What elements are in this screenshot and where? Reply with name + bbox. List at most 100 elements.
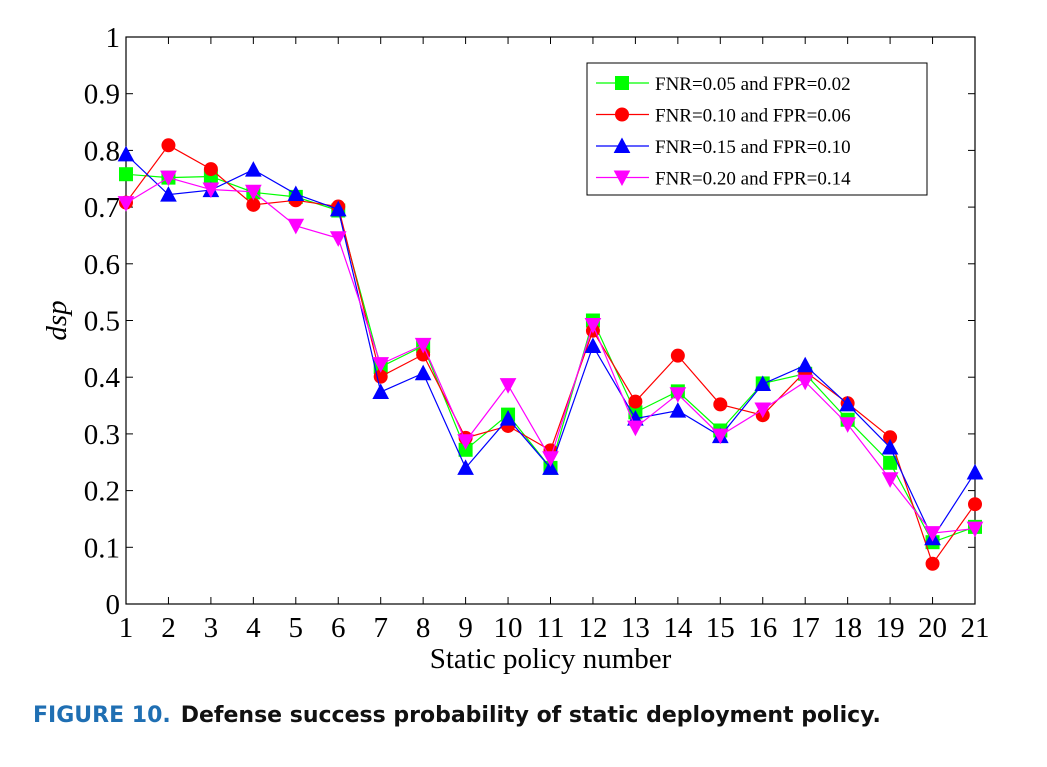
data-point: [160, 186, 177, 202]
caption-text: Defense success probability of static de…: [180, 703, 881, 728]
y-tick-label: 0.8: [84, 135, 120, 167]
data-point: [372, 357, 390, 373]
data-point: [414, 337, 432, 354]
figure-caption: FIGURE 10. Defense success probability of…: [33, 703, 1023, 728]
x-tick-label: 18: [833, 612, 862, 644]
series-4: [117, 170, 984, 542]
data-point: [117, 145, 135, 162]
x-tick-label: 13: [621, 612, 650, 644]
x-tick-label: 11: [537, 612, 565, 644]
y-axis: 0 0.1 0.2 0.3 0.4 0.5 0.6 0.7 0.8 0.9 1: [84, 22, 975, 621]
y-tick-label: 0.4: [84, 362, 121, 394]
data-point: [457, 459, 474, 475]
data-point: [203, 162, 218, 177]
x-tick-label: 10: [494, 612, 523, 644]
series-2: [119, 138, 982, 571]
x-tick-label: 1: [119, 612, 134, 644]
series-line: [125, 173, 976, 543]
data-point: [584, 318, 602, 334]
data-point: [754, 402, 772, 419]
data-point: [287, 218, 305, 235]
y-axis-title: dsp: [41, 300, 73, 340]
x-tick-label: 5: [289, 612, 304, 644]
data-point: [796, 374, 814, 391]
data-point: [711, 428, 729, 445]
y-tick-label: 0.9: [84, 79, 120, 111]
legend-entry: FNR=0.05 and FPR=0.02: [596, 74, 851, 95]
data-point: [499, 378, 517, 394]
data-point: [881, 438, 899, 455]
x-tick-label: 4: [246, 612, 261, 644]
legend-marker: [615, 107, 629, 122]
x-tick-label: 14: [663, 612, 693, 644]
x-tick-label: 17: [791, 612, 820, 644]
x-tick-label: 12: [578, 612, 607, 644]
data-point: [883, 455, 898, 470]
x-tick-label: 21: [961, 612, 990, 644]
series-line: [125, 176, 976, 534]
data-point: [119, 167, 133, 182]
data-point: [839, 417, 856, 433]
data-point: [669, 402, 687, 418]
data-point: [457, 434, 474, 450]
x-axis-title: Static policy number: [430, 643, 672, 675]
data-point: [161, 138, 176, 153]
y-tick-label: 0: [106, 589, 121, 621]
legend-label: FNR=0.05 and FPR=0.02: [655, 74, 851, 95]
data-point: [966, 463, 984, 480]
x-axis: 1 2 3 4 5 6 7 8 9 10 11 12 13 14 15 16 17 18 19 20 21: [119, 37, 990, 644]
data-point: [329, 200, 347, 217]
data-point: [542, 451, 559, 467]
data-point: [754, 375, 772, 392]
data-point: [584, 337, 602, 354]
x-tick-label: 15: [706, 612, 735, 644]
legend-label: FNR=0.20 and FPR=0.14: [655, 169, 851, 190]
x-tick-label: 8: [416, 612, 431, 644]
data-point: [160, 170, 177, 187]
legend: FNR=0.05 and FPR=0.02 FNR=0.10 and FPR=0.…: [586, 62, 928, 196]
data-point: [542, 459, 559, 475]
y-tick-label: 0.6: [84, 249, 120, 281]
data-point: [839, 395, 856, 412]
data-point: [968, 497, 982, 512]
series-1: [119, 167, 982, 550]
figure-number: FIGURE 10.: [33, 703, 171, 728]
data-point: [796, 356, 814, 373]
data-point: [245, 184, 262, 201]
data-point: [925, 556, 940, 571]
x-tick-label: 19: [876, 612, 905, 644]
x-tick-label: 7: [373, 612, 388, 644]
legend-marker: [613, 170, 631, 187]
data-point: [499, 410, 517, 426]
legend-entry: FNR=0.20 and FPR=0.14: [596, 169, 851, 190]
data-point: [670, 348, 685, 363]
data-point: [713, 397, 728, 412]
x-tick-label: 6: [331, 612, 346, 644]
legend-entry: FNR=0.10 and FPR=0.06: [596, 106, 851, 127]
series-line: [125, 153, 976, 540]
data-point: [287, 185, 305, 202]
x-tick-label: 3: [204, 612, 219, 644]
data-point: [669, 387, 687, 403]
y-tick-label: 0.2: [84, 476, 120, 508]
data-point: [202, 182, 220, 199]
x-tick-label: 2: [161, 612, 176, 644]
x-tick-label: 16: [748, 612, 777, 644]
legend-marker: [615, 76, 629, 90]
data-point: [881, 472, 899, 488]
data-point: [414, 364, 432, 381]
x-tick-label: 9: [458, 612, 473, 644]
data-point: [627, 420, 644, 437]
series-layer: [117, 138, 984, 571]
y-tick-label: 0.7: [84, 192, 120, 224]
data-point: [966, 521, 984, 538]
legend-label: FNR=0.10 and FPR=0.06: [655, 106, 851, 127]
data-point: [245, 161, 262, 177]
legend-marker: [613, 137, 631, 153]
data-point: [329, 231, 347, 247]
legend-entry: FNR=0.15 and FPR=0.10: [596, 137, 851, 158]
y-tick-label: 0.5: [84, 306, 120, 338]
legend-box: [586, 62, 928, 196]
